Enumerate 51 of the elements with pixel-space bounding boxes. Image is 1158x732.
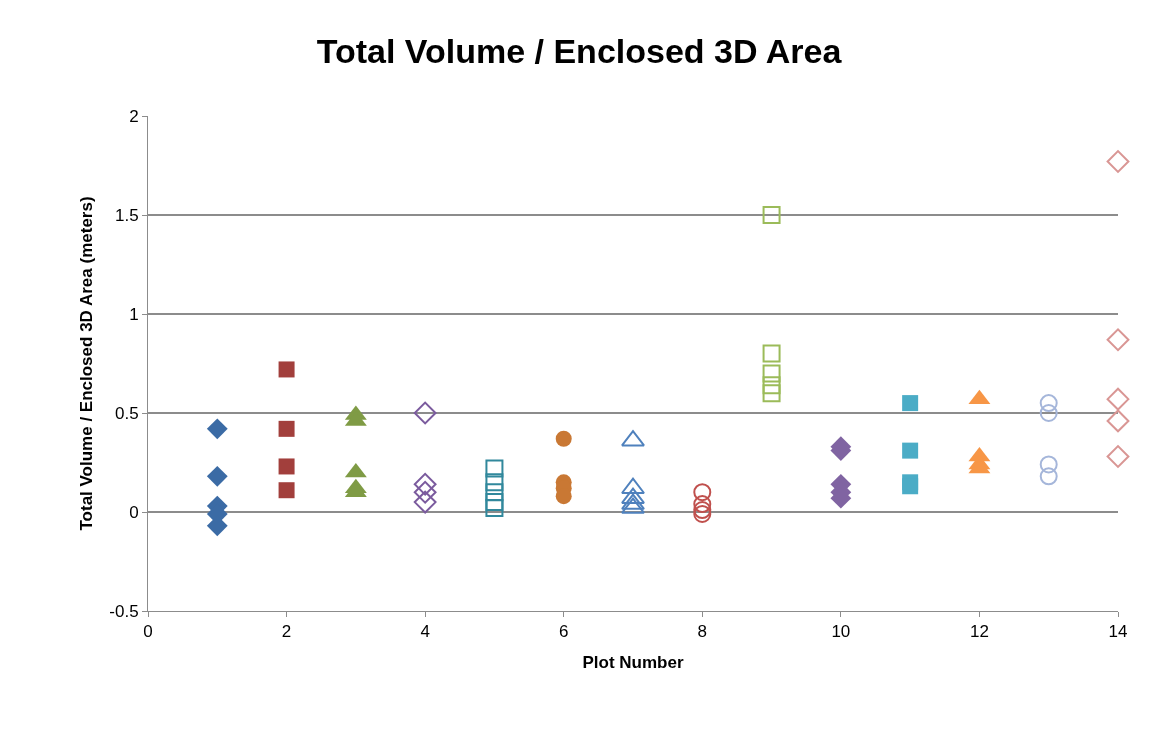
point [1039, 404, 1058, 422]
point [762, 384, 781, 403]
y-tick-label: -0.5 [109, 601, 139, 621]
point [206, 418, 228, 440]
x-tick-label: 12 [969, 622, 989, 642]
y-axis-title: Total Volume / Enclosed 3D Area (meters) [76, 196, 96, 531]
point [278, 361, 295, 378]
point [1106, 387, 1130, 411]
point [278, 420, 295, 437]
point [762, 206, 781, 224]
point [485, 459, 504, 478]
point [762, 376, 781, 395]
point [278, 482, 295, 499]
x-axis-title: Plot Number [582, 652, 684, 672]
point [413, 401, 437, 425]
point [1039, 455, 1058, 474]
point [1106, 150, 1130, 173]
point [1106, 328, 1130, 352]
point [413, 472, 437, 496]
x-tick-label: 10 [831, 622, 851, 642]
point [413, 490, 437, 514]
point [1039, 394, 1058, 413]
x-tick-label: 0 [143, 622, 153, 642]
point [693, 483, 712, 502]
point [693, 495, 712, 514]
point [413, 480, 437, 504]
x-tick-label: 2 [281, 622, 292, 642]
y-tick-label: 0 [129, 502, 139, 522]
x-tick-label: 8 [697, 622, 708, 642]
point [485, 499, 504, 518]
x-tick-label: 14 [1108, 622, 1128, 642]
x-tick-label: 4 [420, 622, 430, 642]
point [1106, 445, 1130, 468]
point [206, 465, 228, 487]
chart-title: Total Volume / Enclosed 3D Area [316, 32, 843, 71]
point [902, 478, 919, 495]
point [1039, 467, 1058, 486]
point [278, 458, 295, 475]
point [485, 493, 504, 512]
point [485, 473, 504, 492]
y-tick-label: 1.5 [114, 205, 139, 225]
x-tick-label: 6 [558, 622, 569, 642]
point [902, 395, 919, 412]
point [762, 344, 781, 363]
y-tick-label: 1 [129, 304, 139, 324]
point [555, 430, 572, 447]
y-tick-label: 2 [129, 106, 139, 126]
y-tick-label: 0.5 [114, 403, 139, 423]
point [762, 364, 781, 383]
point [902, 442, 919, 459]
point [1106, 409, 1130, 433]
